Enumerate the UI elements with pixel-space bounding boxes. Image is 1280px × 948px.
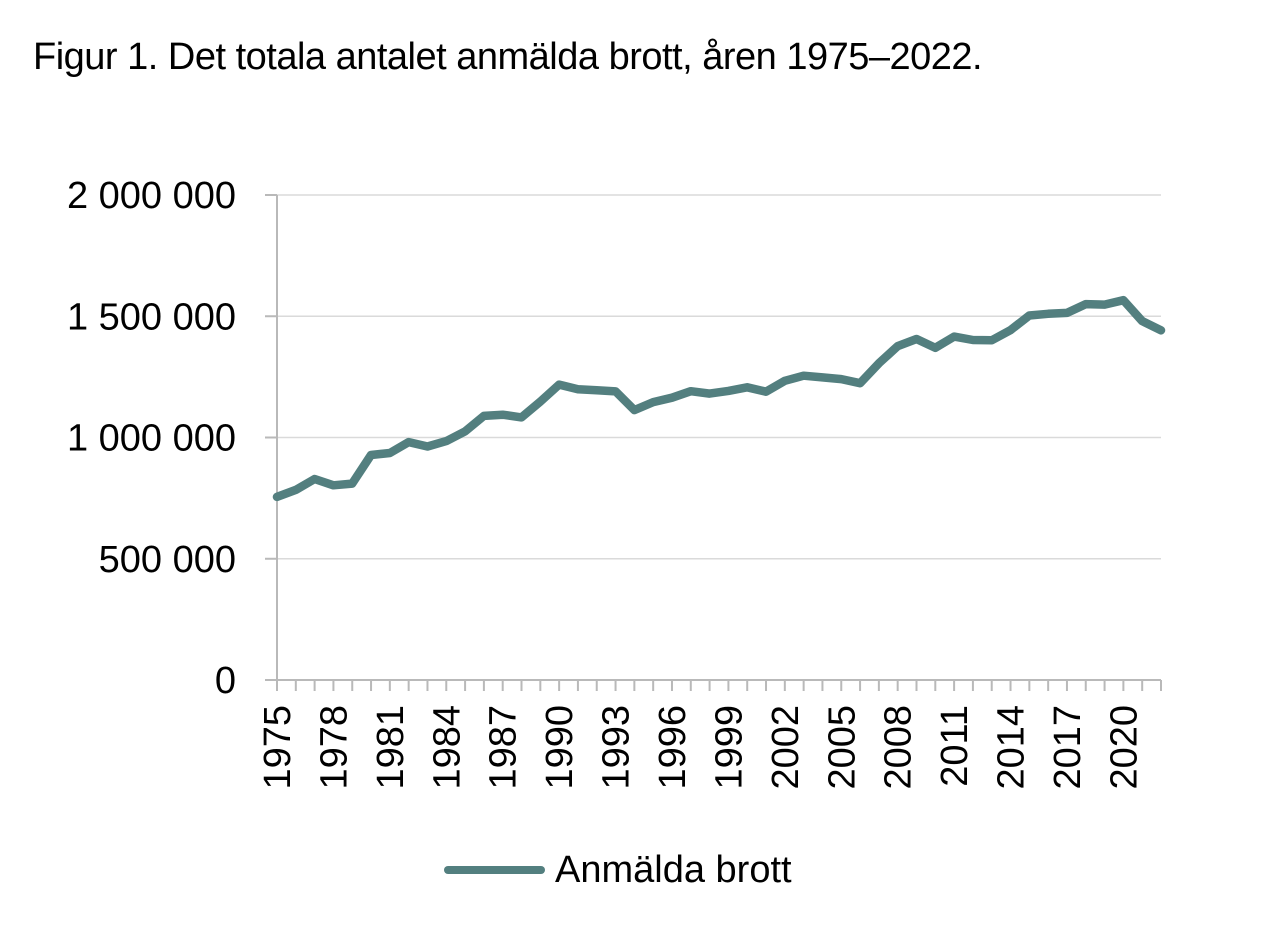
x-axis-tick-label: 1975 <box>257 705 299 790</box>
x-axis-tick-label: 1981 <box>370 705 412 790</box>
legend: Anmälda brott <box>444 845 792 895</box>
figure-title: Figur 1. Det totala antalet anmälda brot… <box>33 36 983 78</box>
x-axis-tick-label: 2017 <box>1047 705 1089 790</box>
x-axis-tick-label: 2002 <box>765 705 807 790</box>
x-axis-tick-label: 1999 <box>708 705 750 790</box>
x-axis-tick-label: 2020 <box>1103 705 1145 790</box>
x-axis-tick-label: 1984 <box>426 705 468 790</box>
legend-line-sample <box>444 866 545 874</box>
x-axis-tick-label: 2014 <box>991 705 1033 790</box>
y-axis-tick-label: 500 000 <box>99 539 236 581</box>
x-axis-tick-label: 1993 <box>596 705 638 790</box>
y-axis-tick-label: 1 000 000 <box>67 418 236 460</box>
x-axis-tick-label: 2008 <box>878 705 920 790</box>
x-axis-tick-label: 2005 <box>821 705 863 790</box>
x-axis-tick-label: 1987 <box>483 705 525 790</box>
x-axis-tick-label: 1996 <box>652 705 694 790</box>
series-line-anmalda-brott <box>272 295 1166 502</box>
legend-series-label: Anmälda brott <box>555 848 792 891</box>
x-axis-tick-label: 1990 <box>539 705 581 790</box>
x-axis-tick-label: 2011 <box>934 705 976 787</box>
y-axis-tick-label: 0 <box>215 660 236 702</box>
y-axis-tick-label: 2 000 000 <box>67 175 236 217</box>
y-axis-tick-label: 1 500 000 <box>67 296 236 338</box>
x-axis-tick-label: 1978 <box>313 705 355 790</box>
